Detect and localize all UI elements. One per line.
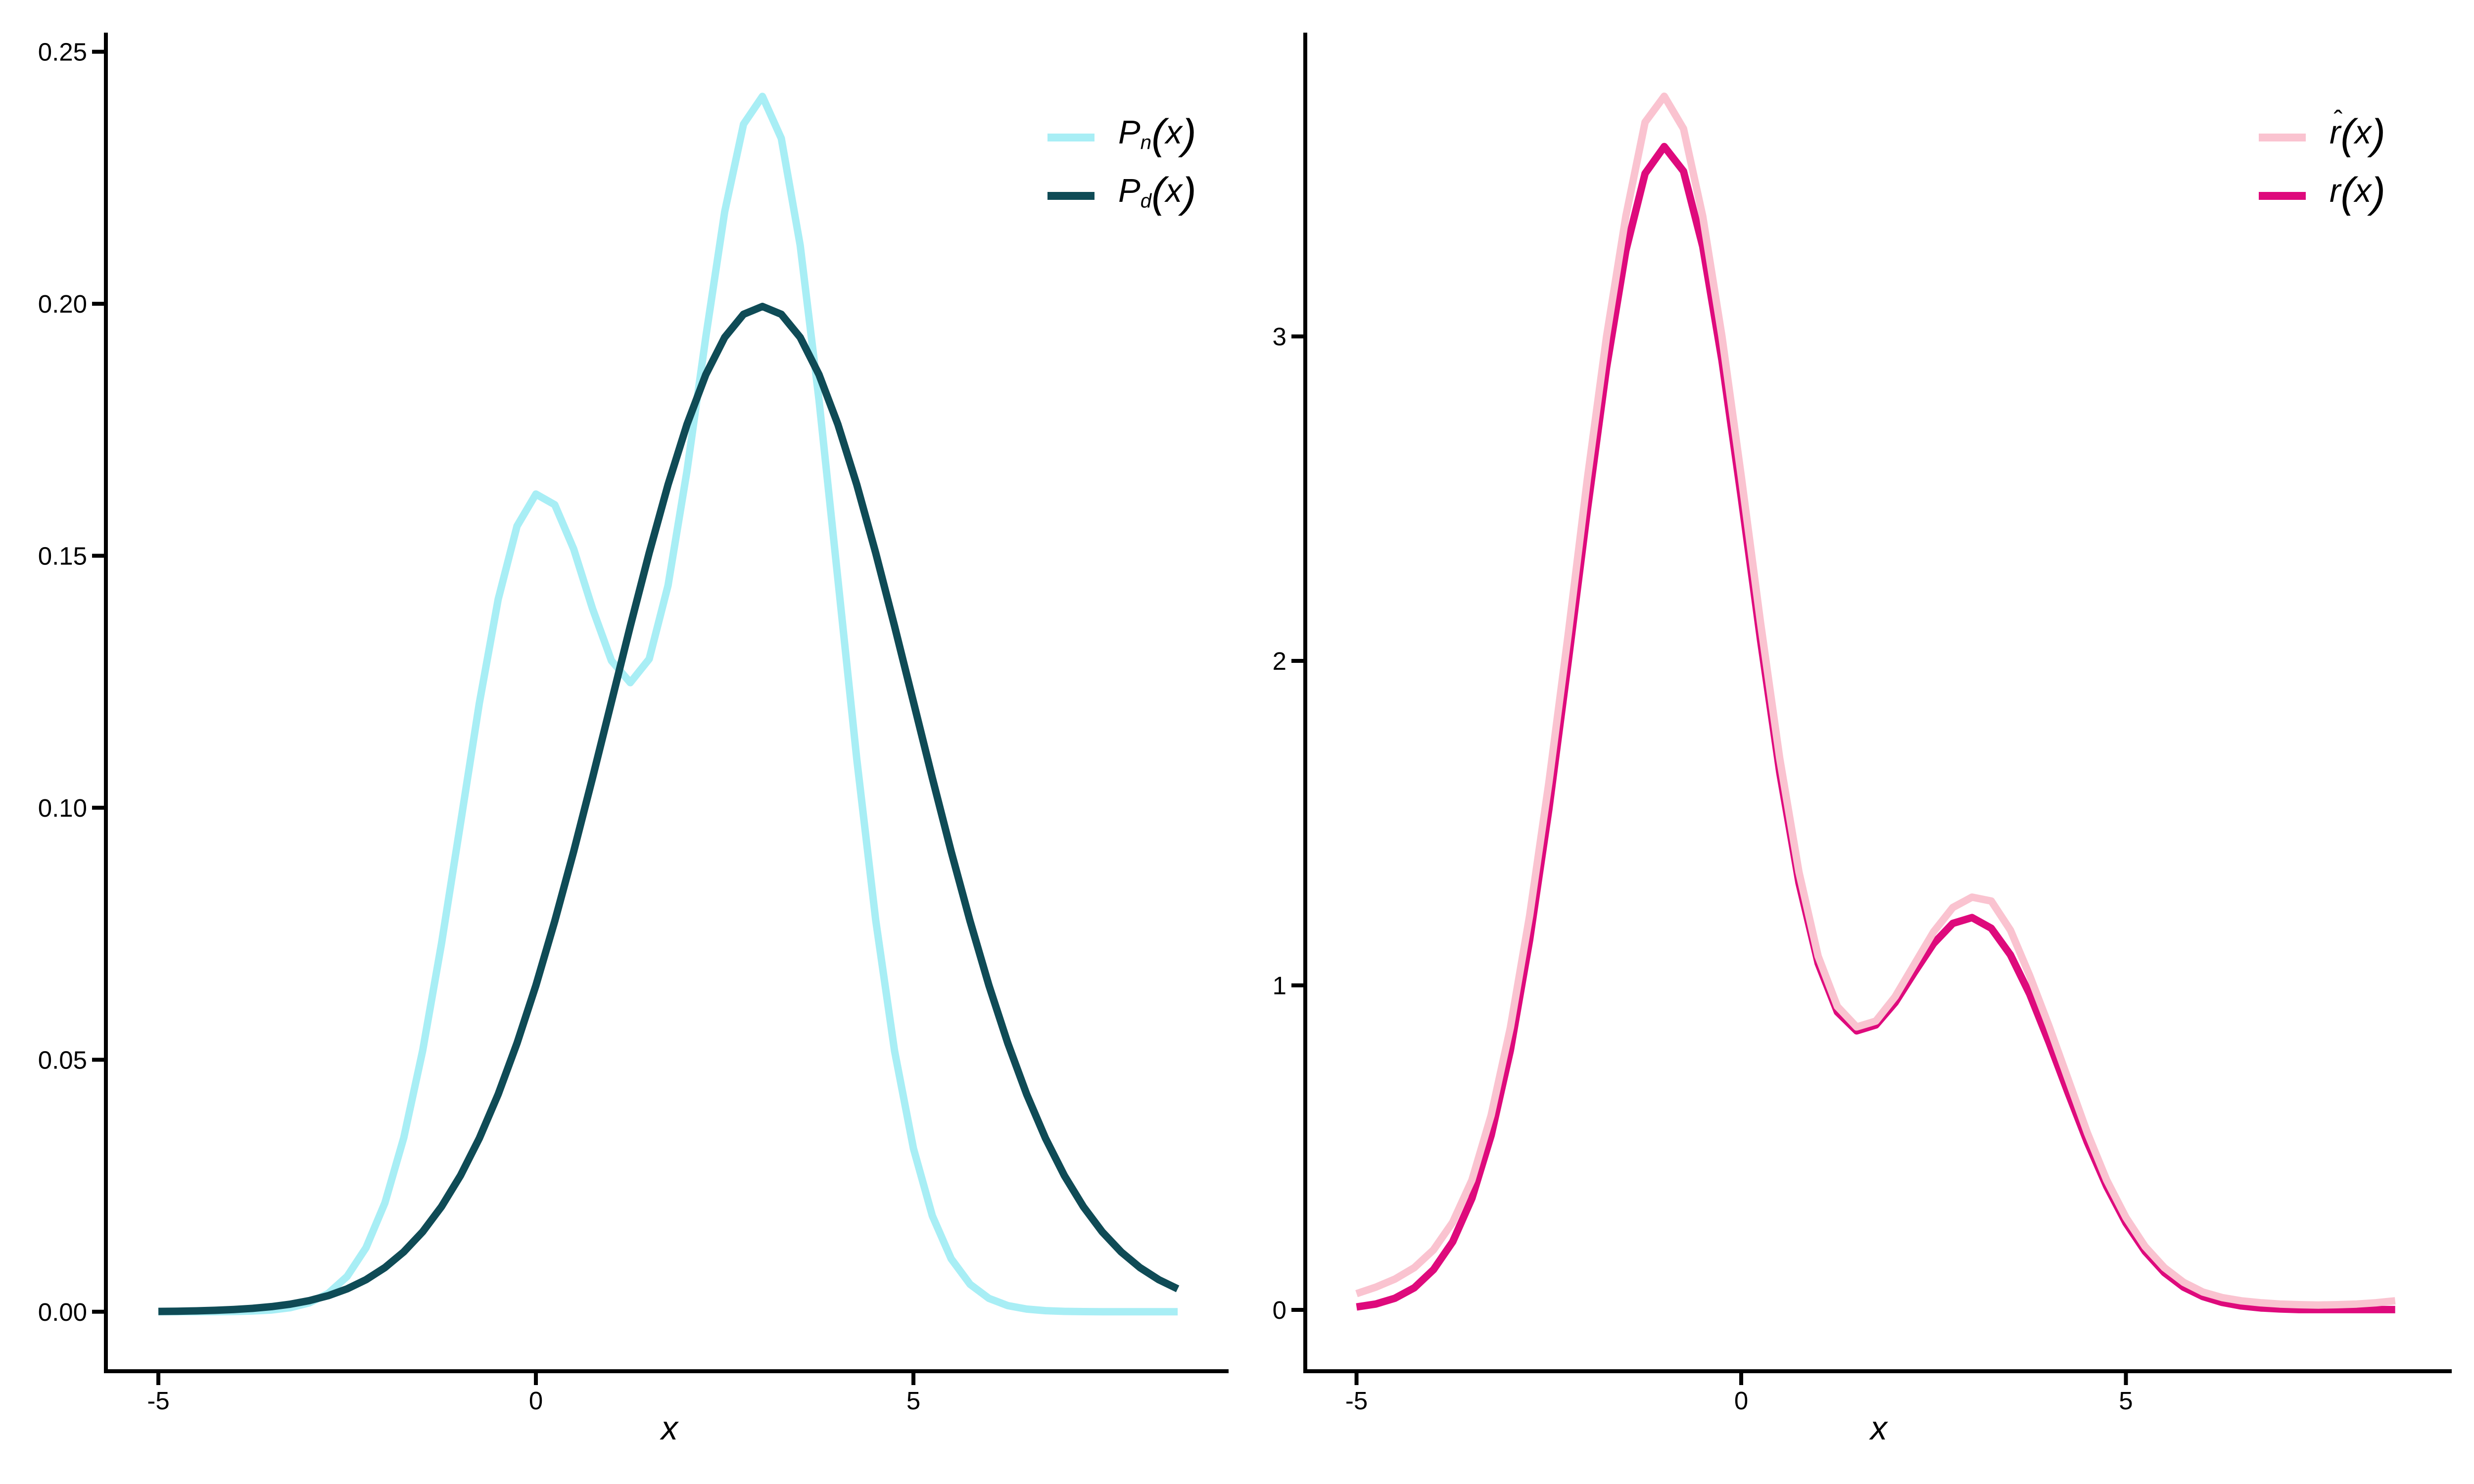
curve-pnx: [158, 93, 1178, 1316]
y-tick-label: 0: [1273, 1296, 1286, 1324]
right-panel-x-axis-title: x: [1869, 1409, 1888, 1447]
x-tick-label: -5: [1345, 1387, 1368, 1415]
right-panel-ticks: 0 1 2 3 -5 0 5: [1273, 323, 2133, 1415]
y-tick-label: 0.10: [38, 794, 87, 822]
y-tick-label: 1: [1273, 972, 1286, 1000]
legend-swatch-rhat: [2259, 134, 2306, 141]
legend-item-rhat: r ˆ (x): [2259, 105, 2385, 162]
curve-rx: [1356, 142, 2395, 1313]
y-tick-label: 0.20: [38, 290, 87, 318]
curve-rx: [1355, 93, 2396, 1309]
legend-label-r: r (x): [2330, 169, 2385, 217]
legend-item-r: r (x): [2259, 169, 2385, 221]
y-tick-label: 0.00: [38, 1298, 87, 1326]
y-tick-label: 3: [1273, 323, 1286, 351]
right-panel-curves: [1355, 93, 2396, 1313]
y-tick-label: 0.15: [38, 542, 87, 570]
x-tick-label: 0: [529, 1387, 543, 1415]
legend-swatch-pn: [1047, 134, 1094, 141]
legend-swatch-r: [2259, 192, 2306, 200]
legend-label-rhat: r ˆ (x): [2330, 105, 2385, 158]
curve-pdx: [158, 303, 1180, 1315]
y-tick-label: 2: [1273, 647, 1286, 675]
left-panel-ticks: 0.00 0.05 0.10 0.15 0.20 0.25 -5 0 5: [38, 38, 921, 1415]
x-tick-label: 0: [1734, 1387, 1748, 1415]
x-tick-label: 5: [906, 1387, 920, 1415]
legend-right: r ˆ (x) r (x): [2259, 105, 2385, 221]
x-tick-label: -5: [147, 1387, 169, 1415]
y-tick-label: 0.05: [38, 1046, 87, 1074]
legend-swatch-pd: [1047, 192, 1094, 200]
y-tick-label: 0.25: [38, 38, 87, 66]
left-panel-curves: [158, 93, 1180, 1316]
left-panel-x-axis-title: x: [660, 1409, 679, 1447]
x-tick-label: 5: [2119, 1387, 2133, 1415]
